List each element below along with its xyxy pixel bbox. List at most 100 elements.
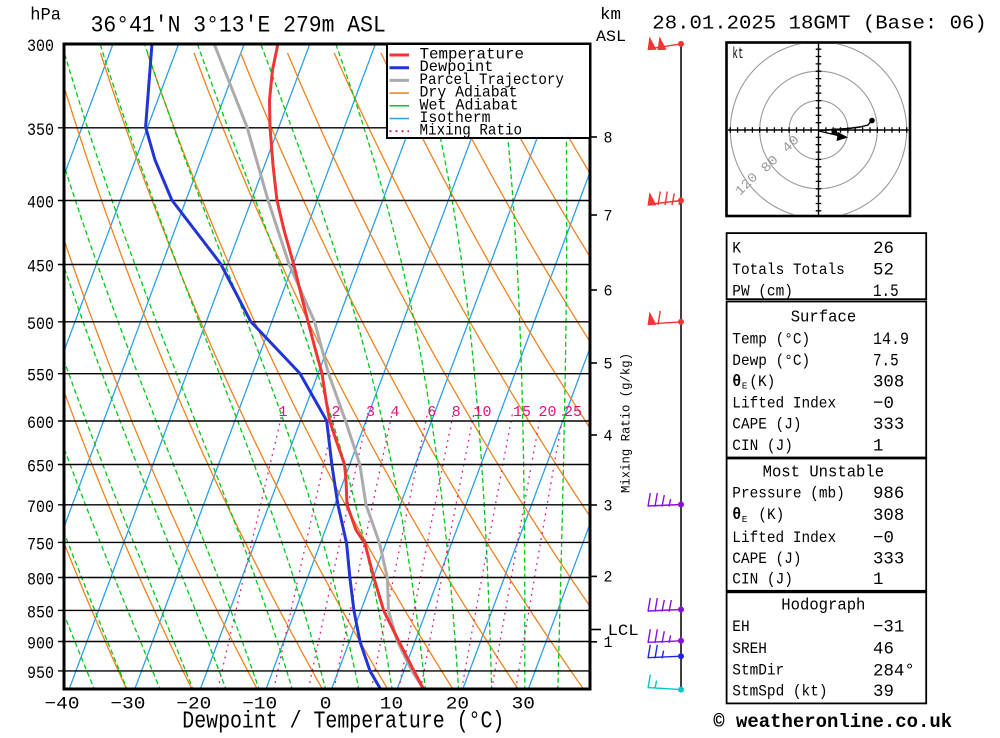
svg-text:Mixing Ratio (g/kg): Mixing Ratio (g/kg): [619, 353, 633, 493]
svg-text:3: 3: [604, 497, 613, 516]
svg-text:14.9: 14.9: [873, 330, 909, 350]
svg-text:StmDir: StmDir: [732, 661, 784, 680]
svg-text:600: 600: [27, 413, 54, 434]
svg-text:46: 46: [873, 639, 894, 659]
svg-text:CAPE (J): CAPE (J): [732, 415, 801, 434]
svg-text:km: km: [600, 6, 621, 24]
svg-text:6: 6: [604, 282, 613, 301]
svg-text:Temperature: Temperature: [420, 45, 525, 63]
svg-text:CAPE (J): CAPE (J): [732, 549, 801, 568]
svg-text:Dry Adiabat: Dry Adiabat: [420, 83, 518, 101]
svg-text:6: 6: [427, 405, 436, 421]
svg-text:θ: θ: [732, 505, 741, 524]
svg-text:Hodograph: Hodograph: [781, 596, 865, 614]
svg-text:20: 20: [446, 695, 469, 715]
svg-text:(K): (K): [758, 505, 784, 524]
svg-text:1: 1: [604, 634, 613, 653]
svg-text:400: 400: [27, 192, 54, 213]
svg-text:ASL: ASL: [596, 27, 626, 46]
svg-text:4: 4: [604, 427, 613, 446]
svg-text:−31: −31: [873, 617, 904, 637]
svg-text:−10: −10: [242, 695, 277, 715]
svg-text:K: K: [732, 239, 741, 258]
svg-text:Parcel Trajectory: Parcel Trajectory: [420, 71, 564, 89]
svg-text:−0: −0: [873, 528, 894, 548]
svg-text:20: 20: [539, 405, 557, 421]
svg-text:39: 39: [873, 682, 894, 702]
svg-text:308: 308: [873, 506, 904, 526]
svg-text:550: 550: [27, 366, 54, 387]
svg-text:Most Unstable: Most Unstable: [763, 463, 885, 481]
svg-text:333: 333: [873, 549, 904, 569]
svg-text:3: 3: [366, 405, 375, 421]
svg-text:LCL: LCL: [608, 622, 639, 640]
svg-text:−20: −20: [176, 695, 211, 715]
svg-text:hPa: hPa: [30, 6, 61, 25]
svg-text:26: 26: [873, 239, 894, 259]
svg-text:1.5: 1.5: [873, 282, 899, 302]
svg-text:2: 2: [604, 568, 613, 587]
svg-text:10: 10: [474, 405, 492, 421]
svg-text:333: 333: [873, 415, 904, 435]
svg-text:450: 450: [27, 256, 54, 277]
svg-text:4: 4: [391, 405, 400, 421]
svg-text:5: 5: [604, 355, 613, 374]
svg-text:1: 1: [279, 405, 288, 421]
svg-text:700: 700: [27, 497, 54, 518]
svg-text:28.01.2025 18GMT (Base: 06): 28.01.2025 18GMT (Base: 06): [652, 12, 987, 34]
svg-text:EH: EH: [732, 617, 749, 636]
svg-text:15: 15: [513, 405, 531, 421]
svg-text:−0: −0: [873, 394, 894, 414]
svg-text:986: 986: [873, 484, 904, 504]
svg-text:7.5: 7.5: [873, 351, 899, 371]
svg-text:Wet Adiabat: Wet Adiabat: [420, 96, 519, 114]
svg-text:Mixing Ratio: Mixing Ratio: [420, 122, 523, 140]
svg-text:Lifted Index: Lifted Index: [732, 528, 836, 547]
svg-text:Pressure (mb): Pressure (mb): [732, 484, 845, 503]
svg-text:−40: −40: [45, 695, 80, 715]
svg-text:750: 750: [27, 534, 54, 555]
svg-text:30: 30: [512, 695, 535, 715]
svg-text:CIN (J): CIN (J): [732, 436, 793, 455]
svg-text:650: 650: [27, 456, 54, 477]
svg-text:308: 308: [873, 372, 904, 392]
svg-text:8: 8: [452, 405, 461, 421]
svg-text:SREH: SREH: [732, 639, 767, 658]
svg-text:2: 2: [332, 405, 341, 421]
svg-text:StmSpd (kt): StmSpd (kt): [732, 682, 827, 701]
svg-text:kt: kt: [732, 45, 743, 63]
svg-text:300: 300: [27, 36, 54, 57]
svg-text:θ: θ: [732, 372, 741, 391]
svg-text:Dewpoint / Temperature (°C): Dewpoint / Temperature (°C): [182, 708, 504, 733]
svg-text:Lifted Index: Lifted Index: [732, 394, 836, 413]
svg-text:950: 950: [27, 663, 54, 684]
svg-text:7: 7: [604, 207, 613, 226]
svg-text:0: 0: [320, 695, 332, 715]
svg-text:850: 850: [27, 602, 54, 623]
svg-text:500: 500: [27, 314, 54, 335]
svg-text:36°41'N 3°13'E 279m ASL: 36°41'N 3°13'E 279m ASL: [91, 12, 386, 39]
svg-text:Dewp (°C): Dewp (°C): [732, 351, 810, 370]
svg-text:284°: 284°: [873, 661, 915, 681]
svg-text:1: 1: [873, 570, 883, 590]
svg-text:Totals Totals: Totals Totals: [732, 260, 845, 279]
svg-text:E: E: [742, 381, 748, 392]
svg-text:800: 800: [27, 569, 54, 590]
svg-text:10: 10: [380, 695, 403, 715]
svg-text:−30: −30: [110, 695, 145, 715]
svg-text:Surface: Surface: [791, 308, 857, 326]
svg-text:1: 1: [873, 436, 883, 456]
svg-text:E: E: [742, 514, 748, 525]
svg-text:© weatheronline.co.uk: © weatheronline.co.uk: [713, 711, 952, 733]
svg-text:(K): (K): [749, 372, 775, 391]
svg-text:350: 350: [27, 120, 54, 141]
svg-text:900: 900: [27, 633, 54, 654]
svg-text:8: 8: [604, 129, 613, 148]
svg-text:PW (cm): PW (cm): [732, 282, 793, 301]
svg-text:52: 52: [873, 260, 894, 280]
svg-text:Isotherm: Isotherm: [420, 109, 491, 127]
svg-text:25: 25: [564, 405, 582, 421]
svg-text:Dewpoint: Dewpoint: [420, 58, 494, 76]
svg-text:Temp (°C): Temp (°C): [732, 330, 810, 349]
svg-text:CIN (J): CIN (J): [732, 570, 793, 589]
